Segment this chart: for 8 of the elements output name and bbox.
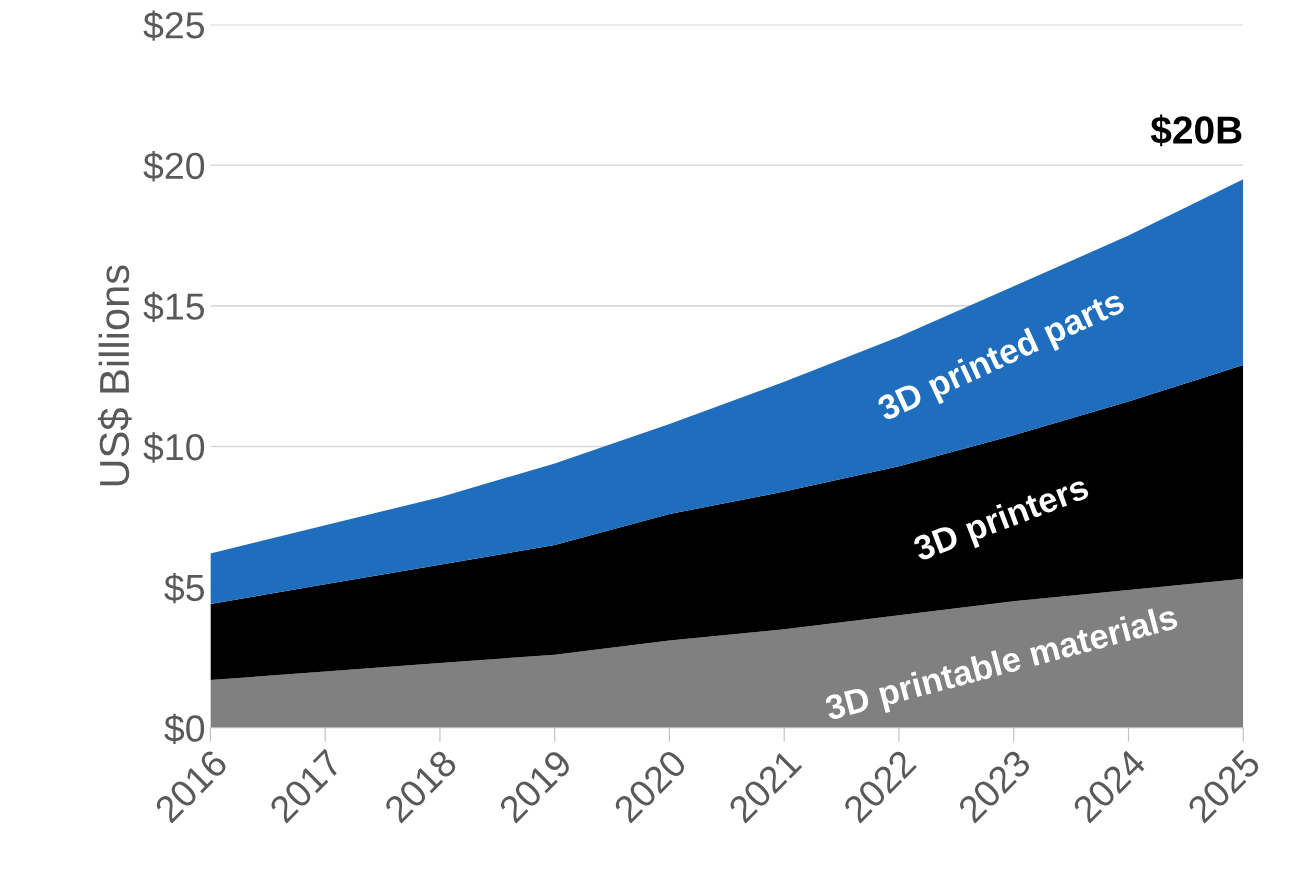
y-tick-label: $20: [143, 151, 205, 182]
y-tick-label: $5: [164, 573, 204, 604]
y-tick-label: $25: [143, 10, 205, 41]
annotation: $20B: [1150, 114, 1242, 147]
y-tick-label: $0: [164, 713, 205, 744]
y-tick-label: $15: [143, 291, 205, 323]
y-axis-title: US$ Billions: [97, 265, 132, 486]
y-tick-label: $10: [143, 432, 205, 463]
